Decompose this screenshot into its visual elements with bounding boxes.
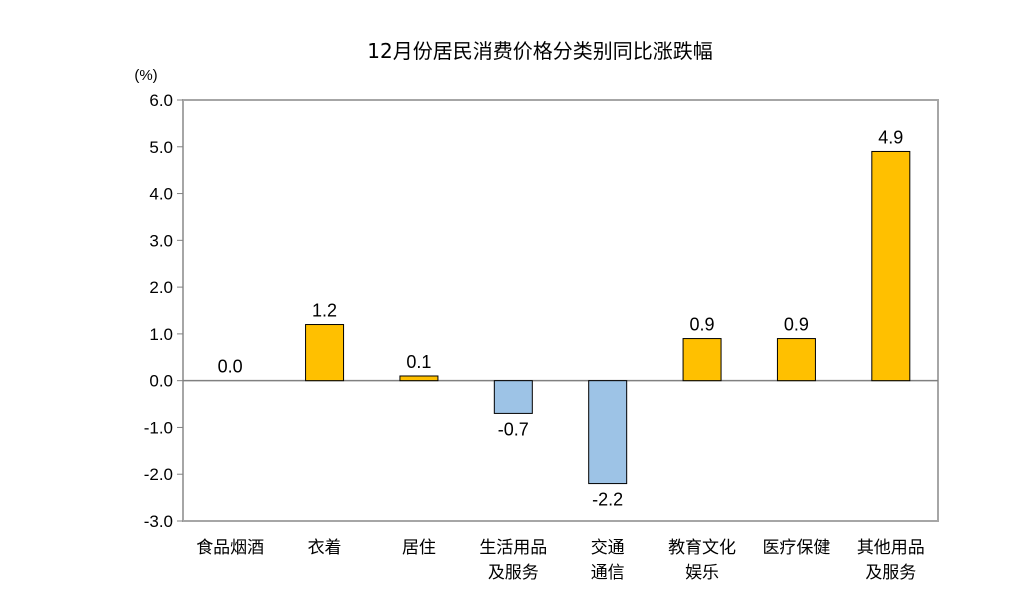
y-tick-label: -1.0	[144, 418, 173, 437]
bar	[305, 324, 345, 382]
bar	[399, 375, 439, 382]
y-unit-label: (%)	[134, 67, 157, 84]
bar	[588, 380, 628, 485]
data-label: 4.9	[878, 127, 903, 147]
bar	[776, 338, 816, 382]
data-label: 0.9	[690, 315, 715, 335]
plot-frame	[182, 99, 939, 522]
y-tick-label: 0.0	[149, 372, 173, 391]
category-label: 医疗保健	[762, 538, 830, 558]
y-tick-label: 5.0	[149, 138, 173, 157]
data-label: 0.1	[406, 352, 431, 372]
bar	[871, 150, 911, 382]
category-label: 生活用品	[479, 538, 547, 558]
data-label: 0.0	[218, 357, 243, 377]
data-label: 1.2	[312, 301, 337, 321]
category-label: 教育文化	[668, 538, 736, 558]
category-label: 及服务	[865, 563, 916, 583]
data-label: -2.2	[592, 490, 623, 510]
y-tick-label: -2.0	[144, 465, 173, 484]
data-label: -0.7	[498, 419, 529, 439]
category-label: 及服务	[488, 563, 539, 583]
category-label: 居住	[402, 538, 436, 558]
category-label: 通信	[591, 563, 625, 583]
y-tick-label: 4.0	[149, 185, 173, 204]
category-label: 衣着	[308, 538, 342, 558]
y-tick-label: 1.0	[149, 325, 173, 344]
bar	[493, 380, 533, 414]
y-tick-label: 6.0	[149, 91, 173, 110]
category-label: 食品烟酒	[196, 538, 264, 558]
category-label: 交通	[591, 538, 625, 558]
y-tick-label: -3.0	[144, 512, 173, 531]
y-tick-label: 3.0	[149, 231, 173, 250]
bar	[682, 338, 722, 382]
category-label: 娱乐	[685, 563, 719, 583]
y-tick-label: 2.0	[149, 278, 173, 297]
category-label: 其他用品	[857, 538, 925, 558]
chart-title: 12月份居民消费价格分类别同比涨跌幅	[367, 39, 712, 63]
data-label: 0.9	[784, 315, 809, 335]
